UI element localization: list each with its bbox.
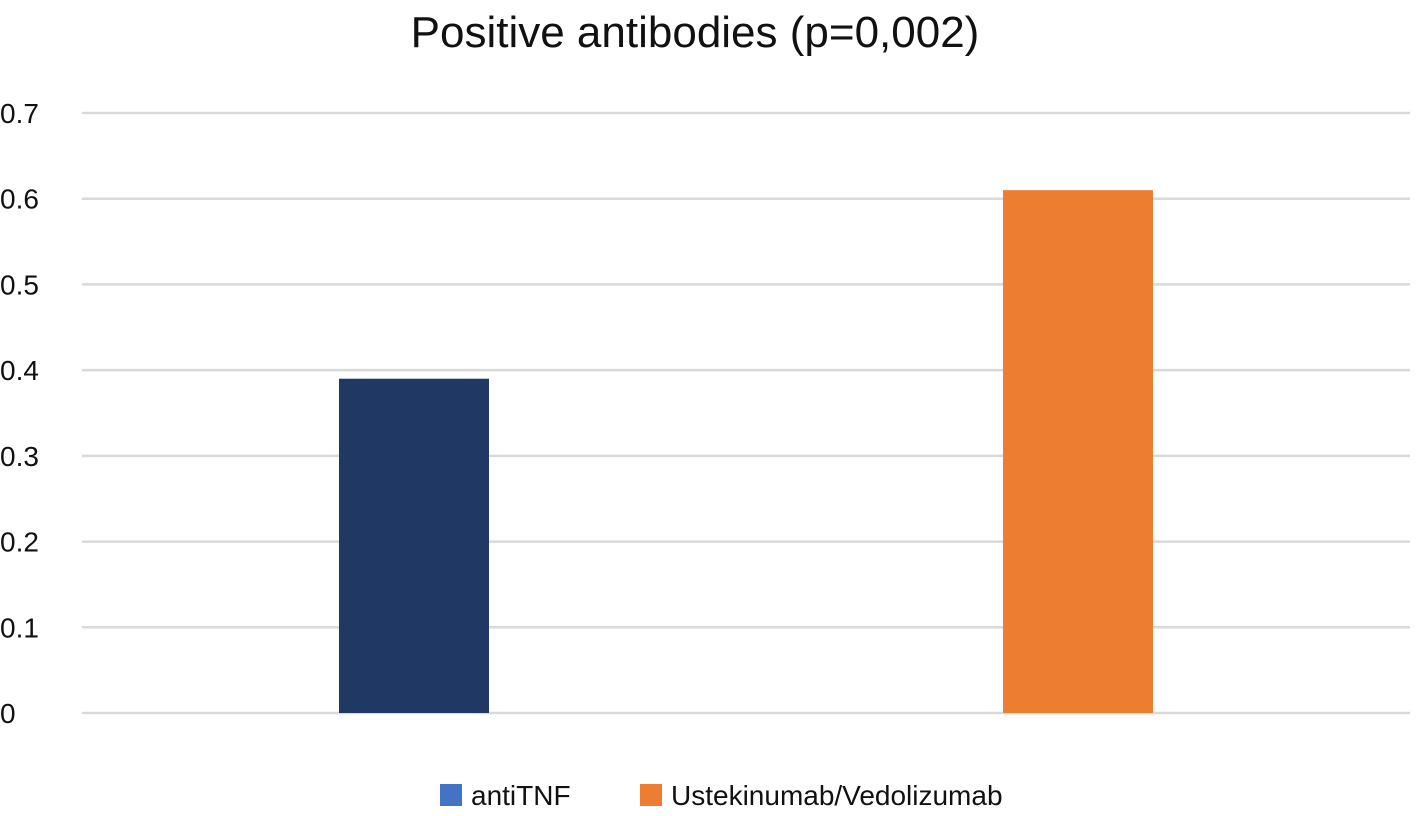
legend-label: Ustekinumab/Vedolizumab: [671, 780, 1003, 811]
bar: [1003, 190, 1153, 714]
legend: antiTNF Ustekinumab/Vedolizumab: [440, 780, 1003, 811]
y-tick-label: 0.6: [0, 184, 39, 215]
legend-swatch: [440, 784, 462, 806]
y-tick-label: 0.2: [0, 527, 39, 558]
y-tick-label: 0.4: [0, 355, 39, 386]
bars: [339, 190, 1153, 714]
y-axis-ticks: 0 0.1 0.2 0.3 0.4 0.5 0.6 0.7: [0, 98, 39, 729]
legend-swatch: [640, 784, 662, 806]
y-tick-label: 0.1: [0, 612, 39, 643]
legend-label: antiTNF: [471, 780, 571, 811]
y-tick-label: 0.7: [0, 98, 39, 129]
bar: [339, 378, 489, 713]
y-tick-label: 0.3: [0, 441, 39, 472]
y-tick-label: 0.5: [0, 269, 39, 300]
gridlines: [82, 111, 1410, 715]
chart-title: Positive antibodies (p=0,002): [411, 8, 980, 57]
y-tick-label: 0: [0, 698, 16, 729]
